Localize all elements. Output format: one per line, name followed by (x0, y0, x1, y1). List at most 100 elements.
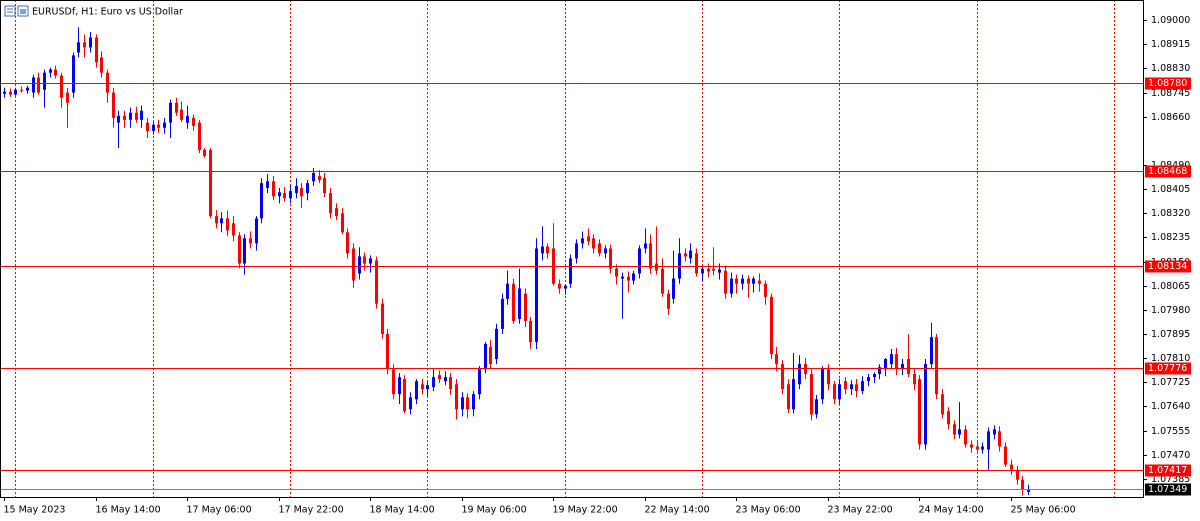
candle-body (930, 337, 933, 365)
candle-body (781, 364, 784, 390)
candle-body (123, 115, 126, 120)
candle-body (684, 253, 687, 257)
candle-body (226, 218, 229, 231)
candle-body (135, 112, 138, 120)
symbol-icon[interactable] (4, 5, 29, 17)
candle-body (672, 278, 675, 299)
candle-body (455, 384, 458, 410)
candle-body (60, 75, 63, 98)
candle-body (953, 424, 956, 435)
y-tick-label: 1.08405 (1151, 184, 1190, 195)
candle-body (1004, 446, 1007, 465)
candle-body (850, 384, 853, 390)
candle-body (770, 296, 773, 355)
y-tick-label: 1.08830 (1151, 63, 1190, 74)
candle-body (306, 183, 309, 194)
candle-body (449, 377, 452, 390)
candle-body (873, 374, 876, 378)
levels (0, 83, 1143, 490)
candle-body (255, 218, 258, 244)
candle-body (283, 193, 286, 199)
candle-body (398, 377, 401, 395)
candle-body (569, 258, 572, 284)
candle-body (810, 374, 813, 415)
candle-body (821, 369, 824, 400)
y-tick-label: 1.08745 (1151, 88, 1190, 99)
candle-body (386, 333, 389, 370)
candle-body (627, 276, 630, 281)
candle-body (798, 364, 801, 385)
candle-body (884, 358, 887, 370)
candle-body (358, 256, 361, 274)
candle-body (901, 364, 904, 370)
candle-body (592, 238, 595, 249)
y-tick-label: 1.07810 (1151, 353, 1190, 364)
y-tick-label: 1.07385 (1151, 474, 1190, 485)
candle-body (232, 223, 235, 236)
candle-body (838, 384, 841, 400)
candle-body (604, 248, 607, 254)
y-tick-label: 1.07725 (1151, 377, 1190, 388)
candle-body (32, 77, 35, 93)
candle-body (26, 87, 29, 91)
level-label-box (1145, 77, 1191, 90)
candle-body (827, 369, 830, 385)
candle-body (621, 276, 624, 279)
candle-body (106, 72, 109, 93)
candle-body (947, 411, 950, 425)
candle-body (169, 102, 172, 123)
x-tick-label: 16 May 14:00 (96, 505, 161, 516)
candle-body (981, 446, 984, 450)
candle-body (558, 283, 561, 289)
candle-body (524, 293, 527, 321)
candle-body (506, 283, 509, 299)
candle-body (529, 320, 532, 342)
candle-body (964, 429, 967, 445)
candle-body (260, 183, 263, 219)
candle-body (295, 186, 298, 194)
candle-body (238, 235, 241, 264)
candle-body (100, 57, 103, 73)
candle-body (163, 122, 166, 128)
candle-body (598, 243, 601, 254)
y-tick-label: 1.08235 (1151, 232, 1190, 243)
plot-frame (0, 0, 1144, 498)
level-label-box (1145, 464, 1191, 477)
y-tick-label: 1.08065 (1151, 281, 1190, 292)
x-tick-label: 19 May 06:00 (462, 505, 527, 516)
candle-body (581, 238, 584, 244)
candle-body (438, 375, 441, 380)
candle-body (695, 253, 698, 274)
candle-body (9, 91, 12, 95)
candle-body (335, 208, 338, 217)
candle-body (844, 381, 847, 390)
candle-body (289, 191, 292, 199)
y-tick-label: 1.07470 (1151, 450, 1190, 461)
candle-body (907, 358, 910, 375)
candle-body (421, 384, 424, 390)
candle-body (146, 122, 149, 131)
candle-body (112, 92, 115, 118)
candle-body (220, 218, 223, 224)
candle-body (352, 248, 355, 281)
level-label: 1.08780 (1148, 78, 1187, 89)
candle-body (495, 328, 498, 359)
chart-title: EURUSDf, H1: Euro vs US Dollar (32, 7, 183, 18)
candle-body (180, 109, 183, 120)
candle-body (890, 354, 893, 365)
candle-body (541, 246, 544, 254)
candle-body (1016, 469, 1019, 480)
icon-box (4, 5, 16, 17)
candle-body (329, 193, 332, 214)
x-tick-label: 18 May 14:00 (370, 505, 435, 516)
x-tick-label: 19 May 22:00 (553, 505, 618, 516)
candle-body (375, 260, 378, 304)
candle-body (409, 397, 412, 410)
candle-body (381, 303, 384, 334)
candle-body (878, 367, 881, 375)
candle-body (632, 273, 635, 281)
candle-body (278, 192, 281, 197)
candle-body (730, 278, 733, 294)
candle-body (661, 268, 664, 294)
